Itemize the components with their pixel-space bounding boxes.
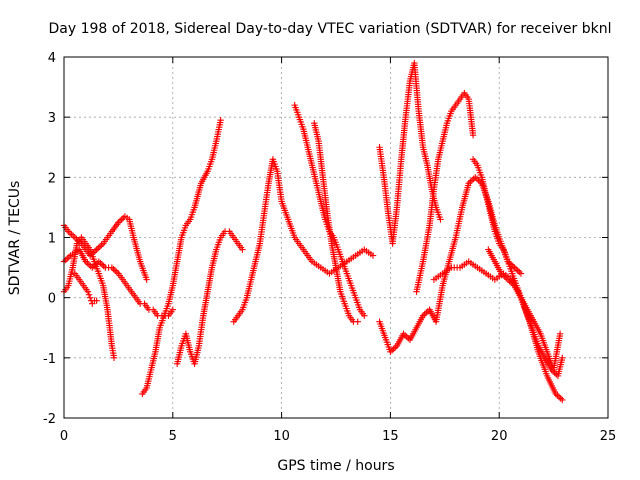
- data-point-trail: [111, 267, 119, 274]
- data-point-trail: [98, 261, 106, 268]
- data-point: [143, 276, 150, 283]
- data-point: [517, 270, 525, 277]
- data-point: [469, 132, 477, 139]
- data-point-trail: [501, 273, 508, 280]
- data-point: [217, 116, 224, 124]
- data-point-trail: [95, 244, 102, 252]
- x-tick-label: 10: [273, 429, 290, 444]
- data-point: [108, 264, 116, 271]
- data-point-trail: [66, 229, 74, 237]
- x-tick-label: 25: [600, 429, 617, 444]
- data-point-trail: [423, 309, 430, 316]
- data-point-trail: [557, 395, 564, 402]
- data-point: [110, 354, 118, 362]
- series-sat-e: [139, 116, 224, 398]
- y-axis-label: SDTVAR / TECUs: [7, 181, 23, 296]
- series-sat-m: [430, 258, 566, 404]
- axis-ticks: 0 5 10 15 20 25 -2 -1 0 1 2 3 4: [43, 51, 616, 444]
- data-point: [556, 330, 564, 337]
- series-sat-a: [60, 246, 176, 319]
- y-tick-label: 2: [48, 171, 56, 186]
- data-point-trail: [113, 268, 120, 276]
- data-point-trail: [85, 261, 93, 268]
- data-point-trail: [91, 247, 99, 255]
- data-point-trail: [116, 217, 124, 225]
- data-point-trail: [98, 241, 105, 249]
- data-point: [369, 252, 377, 259]
- data-point: [559, 396, 566, 404]
- data-point-trail: [118, 216, 125, 223]
- data-point-trail: [100, 262, 107, 270]
- data-point: [93, 297, 100, 304]
- series-sat-b: [60, 213, 150, 283]
- data-point: [93, 246, 100, 253]
- data-point: [354, 318, 361, 325]
- data-point: [472, 174, 479, 181]
- y-tick-label: -2: [43, 412, 56, 427]
- data-point: [86, 294, 94, 301]
- y-tick-label: 3: [48, 111, 56, 126]
- y-tick-label: 4: [48, 51, 56, 66]
- x-tick-label: 5: [169, 429, 177, 444]
- data-point-trail: [468, 177, 476, 184]
- data-point: [511, 264, 518, 271]
- data-point: [361, 312, 368, 319]
- data-point-trail: [64, 255, 71, 262]
- data-point-trail: [96, 243, 104, 250]
- data-point-trail: [473, 175, 481, 183]
- x-axis-label: GPS time / hours: [277, 458, 394, 474]
- data-point-trail: [516, 268, 523, 276]
- series-sat-l: [376, 174, 525, 356]
- data-point-trail: [70, 232, 77, 240]
- data-point-trail: [68, 231, 75, 238]
- data-point-trail: [62, 256, 69, 264]
- data-point: [559, 354, 566, 362]
- data-point-trail: [110, 265, 117, 273]
- y-tick-label: 0: [48, 292, 56, 307]
- y-tick-label: -1: [43, 352, 56, 367]
- data-point: [169, 306, 176, 313]
- data-point: [239, 246, 246, 253]
- data-point-trail: [403, 333, 410, 340]
- x-tick-label: 20: [491, 429, 508, 444]
- series-sat-d: [71, 270, 100, 307]
- data-point-trail: [555, 393, 563, 401]
- series-sat-f: [173, 228, 246, 368]
- series-sat-o: [485, 246, 564, 374]
- chart-title: Day 198 of 2018, Sidereal Day-to-day VTE…: [49, 21, 612, 37]
- data-point: [84, 288, 92, 295]
- x-tick-label: 0: [60, 429, 68, 444]
- y-tick-label: 1: [48, 232, 56, 247]
- data-point: [437, 216, 444, 223]
- series-sat-j: [376, 59, 444, 247]
- data-marks: [60, 59, 566, 404]
- data-point: [89, 264, 96, 271]
- data-point-trail: [85, 291, 93, 298]
- data-point-trail: [514, 267, 521, 274]
- series-sat-h: [291, 101, 368, 319]
- series-sat-i: [311, 119, 361, 325]
- series-sat-g: [230, 156, 377, 325]
- data-point-trail: [97, 259, 104, 267]
- x-tick-label: 15: [382, 429, 399, 444]
- series-sat-k: [413, 89, 477, 295]
